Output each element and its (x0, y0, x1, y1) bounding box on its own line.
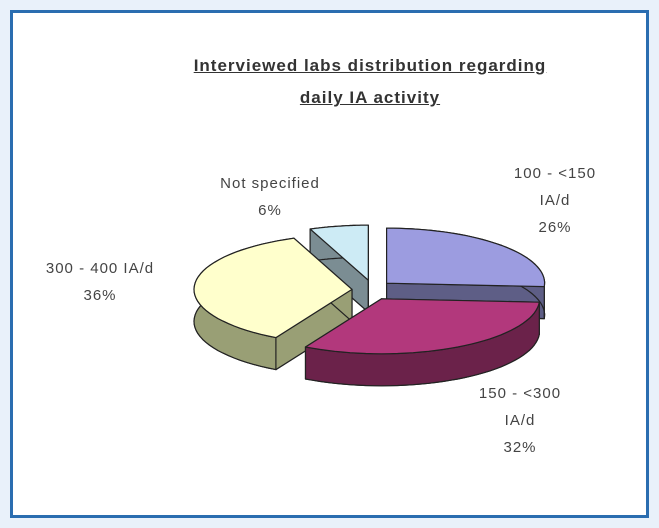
chart-title: Interviewed labs distribution regarding … (193, 56, 547, 107)
slice-top (386, 227, 546, 288)
slice-top (193, 237, 353, 339)
slice-value-label: 26% (538, 219, 572, 236)
slice-category: 300 - 400 IA/d (45, 260, 155, 277)
slice-value-label: 32% (503, 439, 537, 456)
pie-slice (304, 298, 540, 387)
slice-value-label: 6% (258, 202, 282, 219)
slice-label: 300 - 400 IA/d 36% (10, 255, 190, 309)
slice-label: 150 - <300 IA/d 32% (455, 380, 585, 461)
slice-value-label: 36% (83, 287, 117, 304)
slice-label: Not specified 6% (200, 170, 340, 224)
slice-top (309, 224, 369, 281)
slice-category: Not specified (220, 175, 320, 192)
slice-label: 100 - <150 IA/d 26% (490, 160, 620, 241)
slice-category: 100 - <150 IA/d (513, 165, 597, 209)
slice-category: 150 - <300 IA/d (478, 385, 562, 429)
pie-slice (309, 224, 369, 313)
slice-top (304, 298, 540, 355)
